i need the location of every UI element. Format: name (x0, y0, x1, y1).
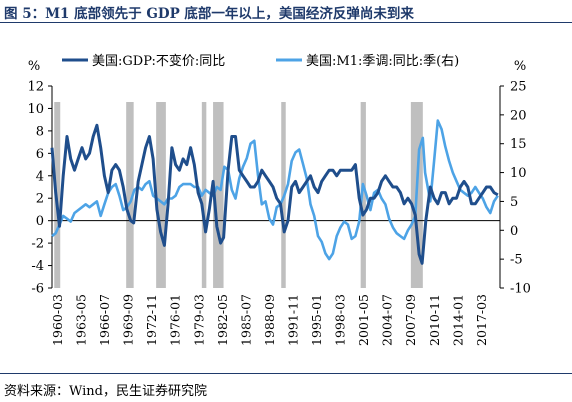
left-tick-label: 2 (36, 192, 44, 207)
title-bar: 图 5：M1 底部领先于 GDP 底部一年以上，美国经济反弹尚未到来 (0, 0, 572, 23)
x-tick-label: 1979-03 (191, 294, 206, 346)
chart-svg: % % -6 -4 -2 0 2 4 6 8 10 12 -10 -5 0 5 10 15 20 25 1960… (27, 53, 531, 346)
left-tick-label: 0 (36, 214, 44, 229)
right-tick-label: 15 (510, 137, 527, 152)
left-tick-label: -6 (31, 282, 44, 297)
recession-band-6 (360, 102, 366, 288)
x-tick-label: 2017-03 (474, 294, 489, 346)
x-tick-label: 1972-11 (144, 294, 159, 346)
x-tick-label: 2010-11 (427, 294, 442, 346)
x-tick-label: 1976-01 (168, 294, 183, 346)
x-tick-label: 2004-07 (380, 294, 395, 346)
recession-band-2 (156, 102, 166, 288)
x-tick-label: 1985-07 (238, 294, 253, 346)
chart-title: 图 5：M1 底部领先于 GDP 底部一年以上，美国经济反弹尚未到来 (4, 6, 414, 22)
legend-label-gdp: 美国:GDP:不变价:同比 (92, 53, 225, 69)
left-axis: -6 -4 -2 0 2 4 6 8 10 12 (27, 80, 500, 297)
right-tick-label: 0 (510, 224, 518, 239)
recession-band-1 (126, 102, 134, 288)
left-tick-label: 6 (36, 147, 44, 162)
x-tick-label: 2001-05 (356, 294, 371, 346)
recession-band-4 (213, 102, 224, 288)
left-axis-unit: % (28, 59, 40, 74)
x-tick-label: 1969-09 (121, 294, 136, 346)
x-tick-label: 1966-07 (97, 294, 112, 346)
right-tick-label: 20 (510, 108, 527, 123)
x-tick-label: 1995-01 (309, 294, 324, 346)
right-tick-label: -10 (510, 282, 531, 297)
left-tick-label: 10 (27, 102, 44, 117)
right-tick-label: 25 (510, 80, 527, 95)
x-tick-label: 1960-03 (50, 294, 65, 346)
series-gdp-line (50, 123, 499, 265)
right-axis-unit: % (514, 59, 526, 74)
x-tick-label: 1988-09 (262, 294, 277, 346)
x-tick-label: 1963-05 (74, 294, 89, 346)
x-tick-label: 1991-11 (285, 294, 300, 346)
legend-label-m1: 美国:M1:季调:同比:季(右) (306, 54, 459, 69)
x-tick-label: 2014-01 (450, 294, 465, 346)
right-tick-label: -5 (510, 253, 523, 268)
legend: 美国:GDP:不变价:同比 美国:M1:季调:同比:季(右) (62, 53, 459, 69)
right-tick-label: 5 (510, 195, 518, 210)
right-tick-label: 10 (510, 166, 527, 181)
x-tick-label: 1998-03 (333, 294, 348, 346)
recession-band-3 (201, 102, 207, 288)
source-note: 资料来源：Wind，民生证券研究院 (4, 384, 207, 399)
left-tick-label: 4 (36, 169, 44, 184)
series-layer (50, 119, 499, 265)
left-tick-label: -2 (31, 237, 44, 252)
x-tick-label: 2007-09 (403, 294, 418, 346)
left-tick-label: 12 (27, 80, 44, 95)
left-tick-label: -4 (31, 259, 44, 274)
right-axis: -10 -5 0 5 10 15 20 25 (499, 80, 531, 297)
x-axis: 1960-03 1963-05 1966-07 1969-09 1972-11 1976-… (50, 294, 489, 346)
left-tick-label: 8 (36, 124, 44, 139)
x-tick-label: 1982-05 (215, 294, 230, 346)
source-bar: 资料来源：Wind，民生证券研究院 (0, 373, 572, 402)
